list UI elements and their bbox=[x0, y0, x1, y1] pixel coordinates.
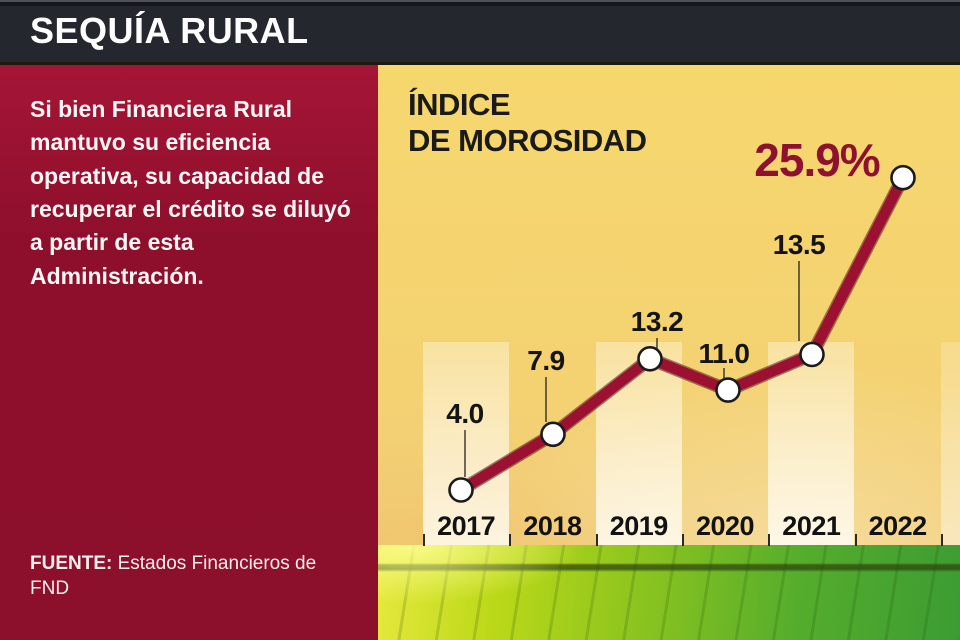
background-column-stripe bbox=[768, 342, 855, 546]
line-plot bbox=[448, 164, 916, 503]
farm-field-photo bbox=[378, 545, 960, 640]
source-text: Estados Financieros de FND bbox=[30, 552, 317, 600]
source-label: FUENTE: bbox=[30, 552, 113, 574]
value-label: 11.0 bbox=[698, 338, 750, 369]
x-axis-year-label: 2019 bbox=[609, 511, 669, 541]
value-label: 13.2 bbox=[630, 306, 684, 337]
x-axis-tick bbox=[681, 534, 684, 546]
x-axis-year-label: 2021 bbox=[782, 511, 841, 541]
source-note: FUENTE: Estados Financieros de FND bbox=[30, 551, 340, 602]
x-axis-tick bbox=[509, 534, 512, 546]
x-axis-tick bbox=[940, 534, 943, 546]
highlight-value-label: 25.9% bbox=[754, 134, 880, 186]
chart-area: ÍNDICE DE MOROSIDAD 4.0 7.9 13.2 11.0 13.5 25… bbox=[378, 65, 960, 640]
data-point-marker bbox=[448, 477, 474, 503]
background-column-stripe bbox=[941, 342, 960, 546]
x-axis-year-label: 2020 bbox=[696, 511, 755, 541]
description-text: Si bien Financiera Rural mantuvo su efic… bbox=[30, 96, 351, 289]
left-panel: Si bien Financiera Rural mantuvo su efic… bbox=[0, 65, 378, 640]
x-axis-tick bbox=[595, 534, 598, 546]
x-axis-tick bbox=[854, 534, 857, 546]
value-label: 7.9 bbox=[527, 345, 565, 376]
data-point-marker bbox=[637, 345, 663, 372]
chart-title-line2: DE MOROSIDAD bbox=[408, 122, 647, 158]
background-column-stripe bbox=[423, 342, 510, 546]
x-axis-year-label: 2022 bbox=[868, 511, 928, 541]
data-point-marker bbox=[540, 421, 566, 448]
data-point-marker bbox=[715, 377, 741, 403]
page-title: SEQUÍA RURAL bbox=[30, 10, 309, 51]
data-point-marker bbox=[799, 341, 825, 368]
x-axis-year-label: 2018 bbox=[523, 511, 582, 541]
data-point-marker bbox=[890, 164, 916, 191]
trend-line bbox=[458, 175, 908, 495]
chart-title: ÍNDICE DE MOROSIDAD bbox=[408, 87, 647, 158]
x-axis-tick bbox=[423, 534, 425, 546]
x-axis-year-label: 2017 bbox=[437, 511, 496, 541]
x-axis-tick bbox=[768, 534, 771, 546]
value-label: 4.0 bbox=[446, 398, 484, 429]
value-label: 13.5 bbox=[772, 229, 826, 260]
header-banner: SEQUÍA RURAL bbox=[0, 0, 960, 65]
chart-title-line1: ÍNDICE bbox=[408, 87, 511, 122]
